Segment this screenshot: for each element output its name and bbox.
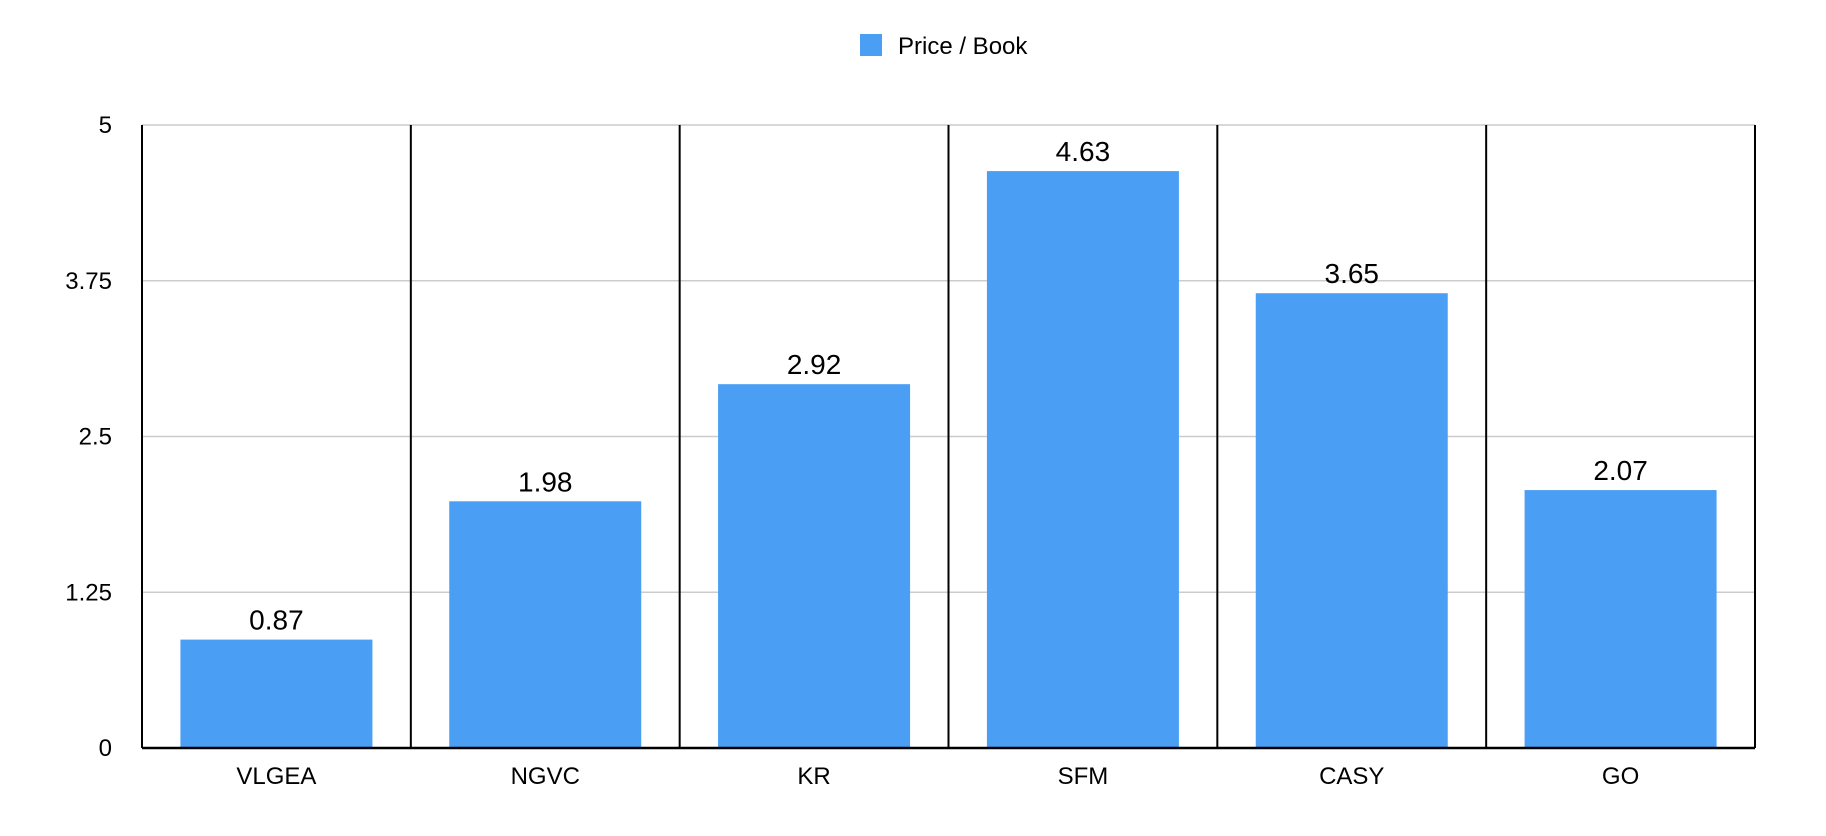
y-tick-label: 2.5 bbox=[79, 424, 112, 451]
y-tick-label: 1.25 bbox=[65, 579, 112, 606]
x-tick-label: SFM bbox=[1058, 763, 1109, 790]
legend-swatch bbox=[860, 34, 882, 56]
bars bbox=[180, 171, 1717, 749]
bar-ngvc bbox=[449, 501, 642, 748]
bar-casy bbox=[1255, 293, 1448, 748]
data-labels: 0.87 1.98 2.92 4.63 3.65 2.07 bbox=[249, 136, 1648, 635]
x-tick-label: NGVC bbox=[511, 763, 580, 790]
x-tick-label: VLGEA bbox=[236, 763, 316, 790]
bar-kr bbox=[718, 384, 911, 748]
category-dividers bbox=[141, 125, 1756, 748]
data-label: 4.63 bbox=[1056, 136, 1111, 167]
y-axis-tick-labels: 0 1.25 2.5 3.75 5 bbox=[65, 112, 112, 762]
data-label: 1.98 bbox=[518, 466, 573, 497]
x-tick-label: CASY bbox=[1319, 763, 1384, 790]
bar-go bbox=[1524, 490, 1717, 748]
data-label: 2.92 bbox=[787, 349, 842, 380]
y-tick-label: 5 bbox=[99, 112, 112, 139]
x-tick-label: GO bbox=[1602, 763, 1639, 790]
data-label: 0.87 bbox=[249, 605, 304, 636]
data-label: 2.07 bbox=[1593, 455, 1648, 486]
bar-sfm bbox=[986, 171, 1179, 749]
legend: Price / Book bbox=[860, 33, 1028, 60]
legend-label: Price / Book bbox=[898, 33, 1028, 60]
x-axis-tick-labels: VLGEA NGVC KR SFM CASY GO bbox=[236, 763, 1639, 790]
x-tick-label: KR bbox=[797, 763, 830, 790]
y-tick-label: 0 bbox=[99, 735, 112, 762]
y-tick-label: 3.75 bbox=[65, 268, 112, 295]
data-label: 3.65 bbox=[1325, 258, 1380, 289]
bar-vlgea bbox=[180, 639, 373, 748]
